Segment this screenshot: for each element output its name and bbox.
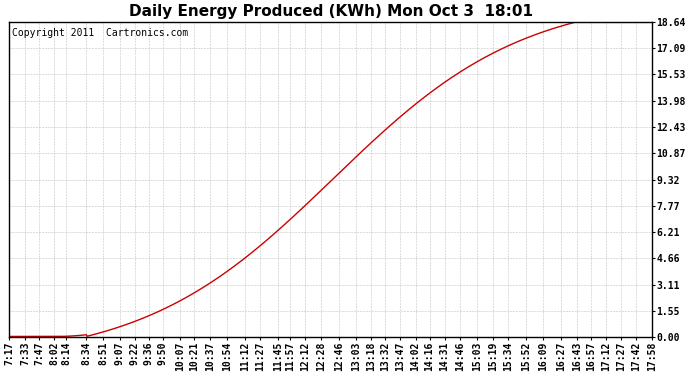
Title: Daily Energy Produced (KWh) Mon Oct 3  18:01: Daily Energy Produced (KWh) Mon Oct 3 18… <box>129 4 533 19</box>
Text: Copyright 2011  Cartronics.com: Copyright 2011 Cartronics.com <box>12 28 188 38</box>
